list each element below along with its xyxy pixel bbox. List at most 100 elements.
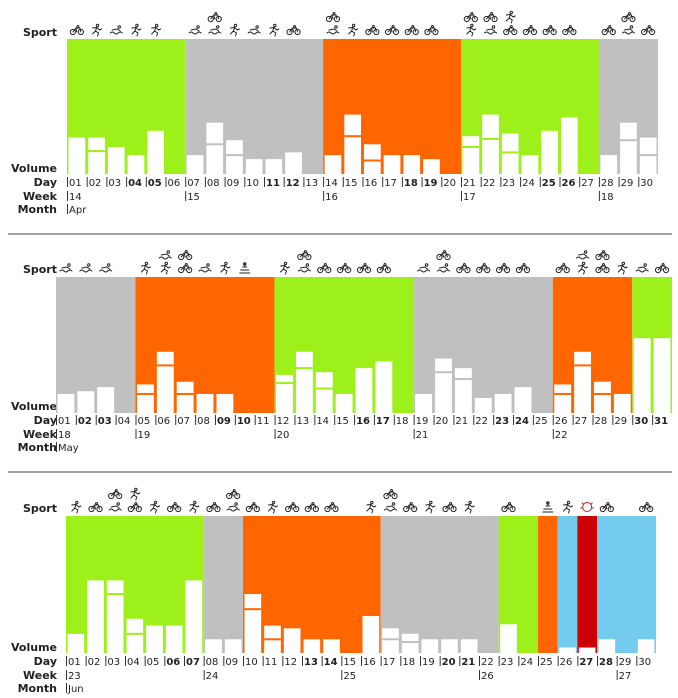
day-tick-label: 15 bbox=[345, 178, 358, 189]
bike-wheel bbox=[550, 28, 557, 36]
bike-icon bbox=[562, 25, 577, 36]
volume-bar bbox=[620, 122, 637, 174]
strength-icon bbox=[239, 262, 251, 274]
volume-bar-split bbox=[382, 638, 399, 641]
bike-wheel bbox=[214, 505, 221, 513]
bike-frame bbox=[597, 263, 607, 271]
runner-head bbox=[153, 500, 158, 505]
bike-wheel bbox=[69, 28, 76, 36]
runner-body bbox=[348, 26, 359, 37]
bike-frame bbox=[91, 502, 100, 510]
week-tick-label: 20 bbox=[277, 430, 290, 441]
swimmer-body bbox=[59, 266, 73, 273]
week-tick-label: 27 bbox=[619, 671, 632, 682]
bike-wheel bbox=[501, 505, 508, 513]
bike-icon bbox=[325, 12, 341, 23]
bike-icon bbox=[286, 25, 301, 36]
runner-head bbox=[351, 23, 356, 28]
runner-body bbox=[130, 490, 141, 501]
bike-wheel bbox=[325, 266, 332, 274]
volume-bar-split bbox=[264, 638, 281, 641]
swimmer-body bbox=[576, 253, 590, 260]
bike-wheel bbox=[639, 505, 646, 513]
swimmer-head bbox=[305, 263, 310, 267]
day-tick-label: 29 bbox=[614, 416, 627, 427]
phase-band-build bbox=[67, 39, 186, 174]
swimmer-body bbox=[99, 266, 113, 273]
bike-frame bbox=[307, 502, 317, 510]
volume-bar bbox=[375, 361, 393, 413]
bike-frame bbox=[641, 502, 651, 510]
swim-icon bbox=[635, 263, 649, 273]
runner-head bbox=[621, 261, 626, 266]
week-tick-label: 24 bbox=[206, 671, 219, 682]
bike-wheel bbox=[333, 15, 341, 23]
volume-bar bbox=[574, 351, 592, 413]
day-tick-label: 07 bbox=[186, 657, 200, 668]
day-tick-label: 06 bbox=[166, 657, 180, 668]
day-tick-label: 30 bbox=[634, 416, 648, 427]
bike-frame bbox=[72, 25, 82, 33]
bike-wheel bbox=[186, 253, 193, 261]
day-tick-label: 23 bbox=[502, 178, 515, 189]
volume-bar bbox=[315, 372, 333, 413]
bike-frame bbox=[602, 502, 612, 510]
volume-bar bbox=[244, 594, 262, 653]
bike-wheel bbox=[391, 492, 398, 500]
phase-band-rest bbox=[56, 277, 136, 413]
run-icon bbox=[160, 261, 171, 275]
run-icon bbox=[466, 23, 477, 37]
bike-wheel bbox=[293, 505, 300, 513]
bike-wheel bbox=[503, 28, 510, 36]
bike-icon bbox=[245, 502, 260, 513]
volume-bar bbox=[323, 639, 340, 653]
day-tick-label: 25 bbox=[542, 178, 556, 189]
bike-wheel bbox=[88, 505, 95, 513]
bike-wheel bbox=[570, 28, 577, 36]
bike-wheel bbox=[654, 266, 662, 274]
day-tick-label: 25 bbox=[535, 416, 548, 427]
runner-head bbox=[154, 23, 159, 28]
bike-icon bbox=[503, 25, 518, 36]
phase-band-build bbox=[461, 39, 599, 174]
day-tick-label: 12 bbox=[277, 416, 290, 427]
sport-row-label: Sport bbox=[23, 26, 57, 39]
day-tick-label: 18 bbox=[404, 178, 418, 189]
day-tick-label: 23 bbox=[501, 657, 514, 668]
bike-frame bbox=[386, 489, 395, 497]
run-icon bbox=[189, 500, 200, 514]
runner-body bbox=[131, 26, 142, 37]
volume-bar-split bbox=[344, 135, 361, 138]
bike-frame bbox=[643, 25, 653, 33]
bike-wheel bbox=[253, 505, 260, 513]
bike-icon bbox=[384, 25, 400, 36]
run-icon bbox=[268, 500, 278, 514]
bike-frame bbox=[498, 263, 508, 271]
swimmer-body bbox=[109, 28, 123, 35]
runner-body bbox=[563, 503, 573, 514]
bike-frame bbox=[478, 263, 488, 271]
volume-bar-split bbox=[462, 146, 480, 148]
volume-bar-split bbox=[620, 139, 637, 142]
phase-band-recovery bbox=[597, 516, 656, 653]
day-tick-label: 26 bbox=[560, 657, 573, 668]
swimmer-head bbox=[196, 25, 200, 29]
bike-wheel bbox=[215, 15, 222, 23]
swim-icon bbox=[247, 25, 261, 35]
day-tick-label: 29 bbox=[619, 657, 632, 668]
volume-bar bbox=[401, 633, 419, 653]
bike-frame bbox=[287, 502, 297, 510]
volume-bar bbox=[637, 639, 655, 653]
runner-body bbox=[280, 264, 291, 275]
bike-frame bbox=[466, 12, 476, 20]
bike-icon bbox=[88, 502, 103, 513]
bike-wheel bbox=[178, 266, 185, 274]
bike-wheel bbox=[522, 28, 530, 36]
day-tick-label: 08 bbox=[207, 178, 220, 189]
day-tick-label: 30 bbox=[638, 657, 651, 668]
week-row-label: Week bbox=[23, 669, 58, 682]
volume-bar bbox=[303, 639, 321, 653]
day-tick-label: 12 bbox=[284, 657, 297, 668]
day-tick-label: 28 bbox=[595, 416, 608, 427]
